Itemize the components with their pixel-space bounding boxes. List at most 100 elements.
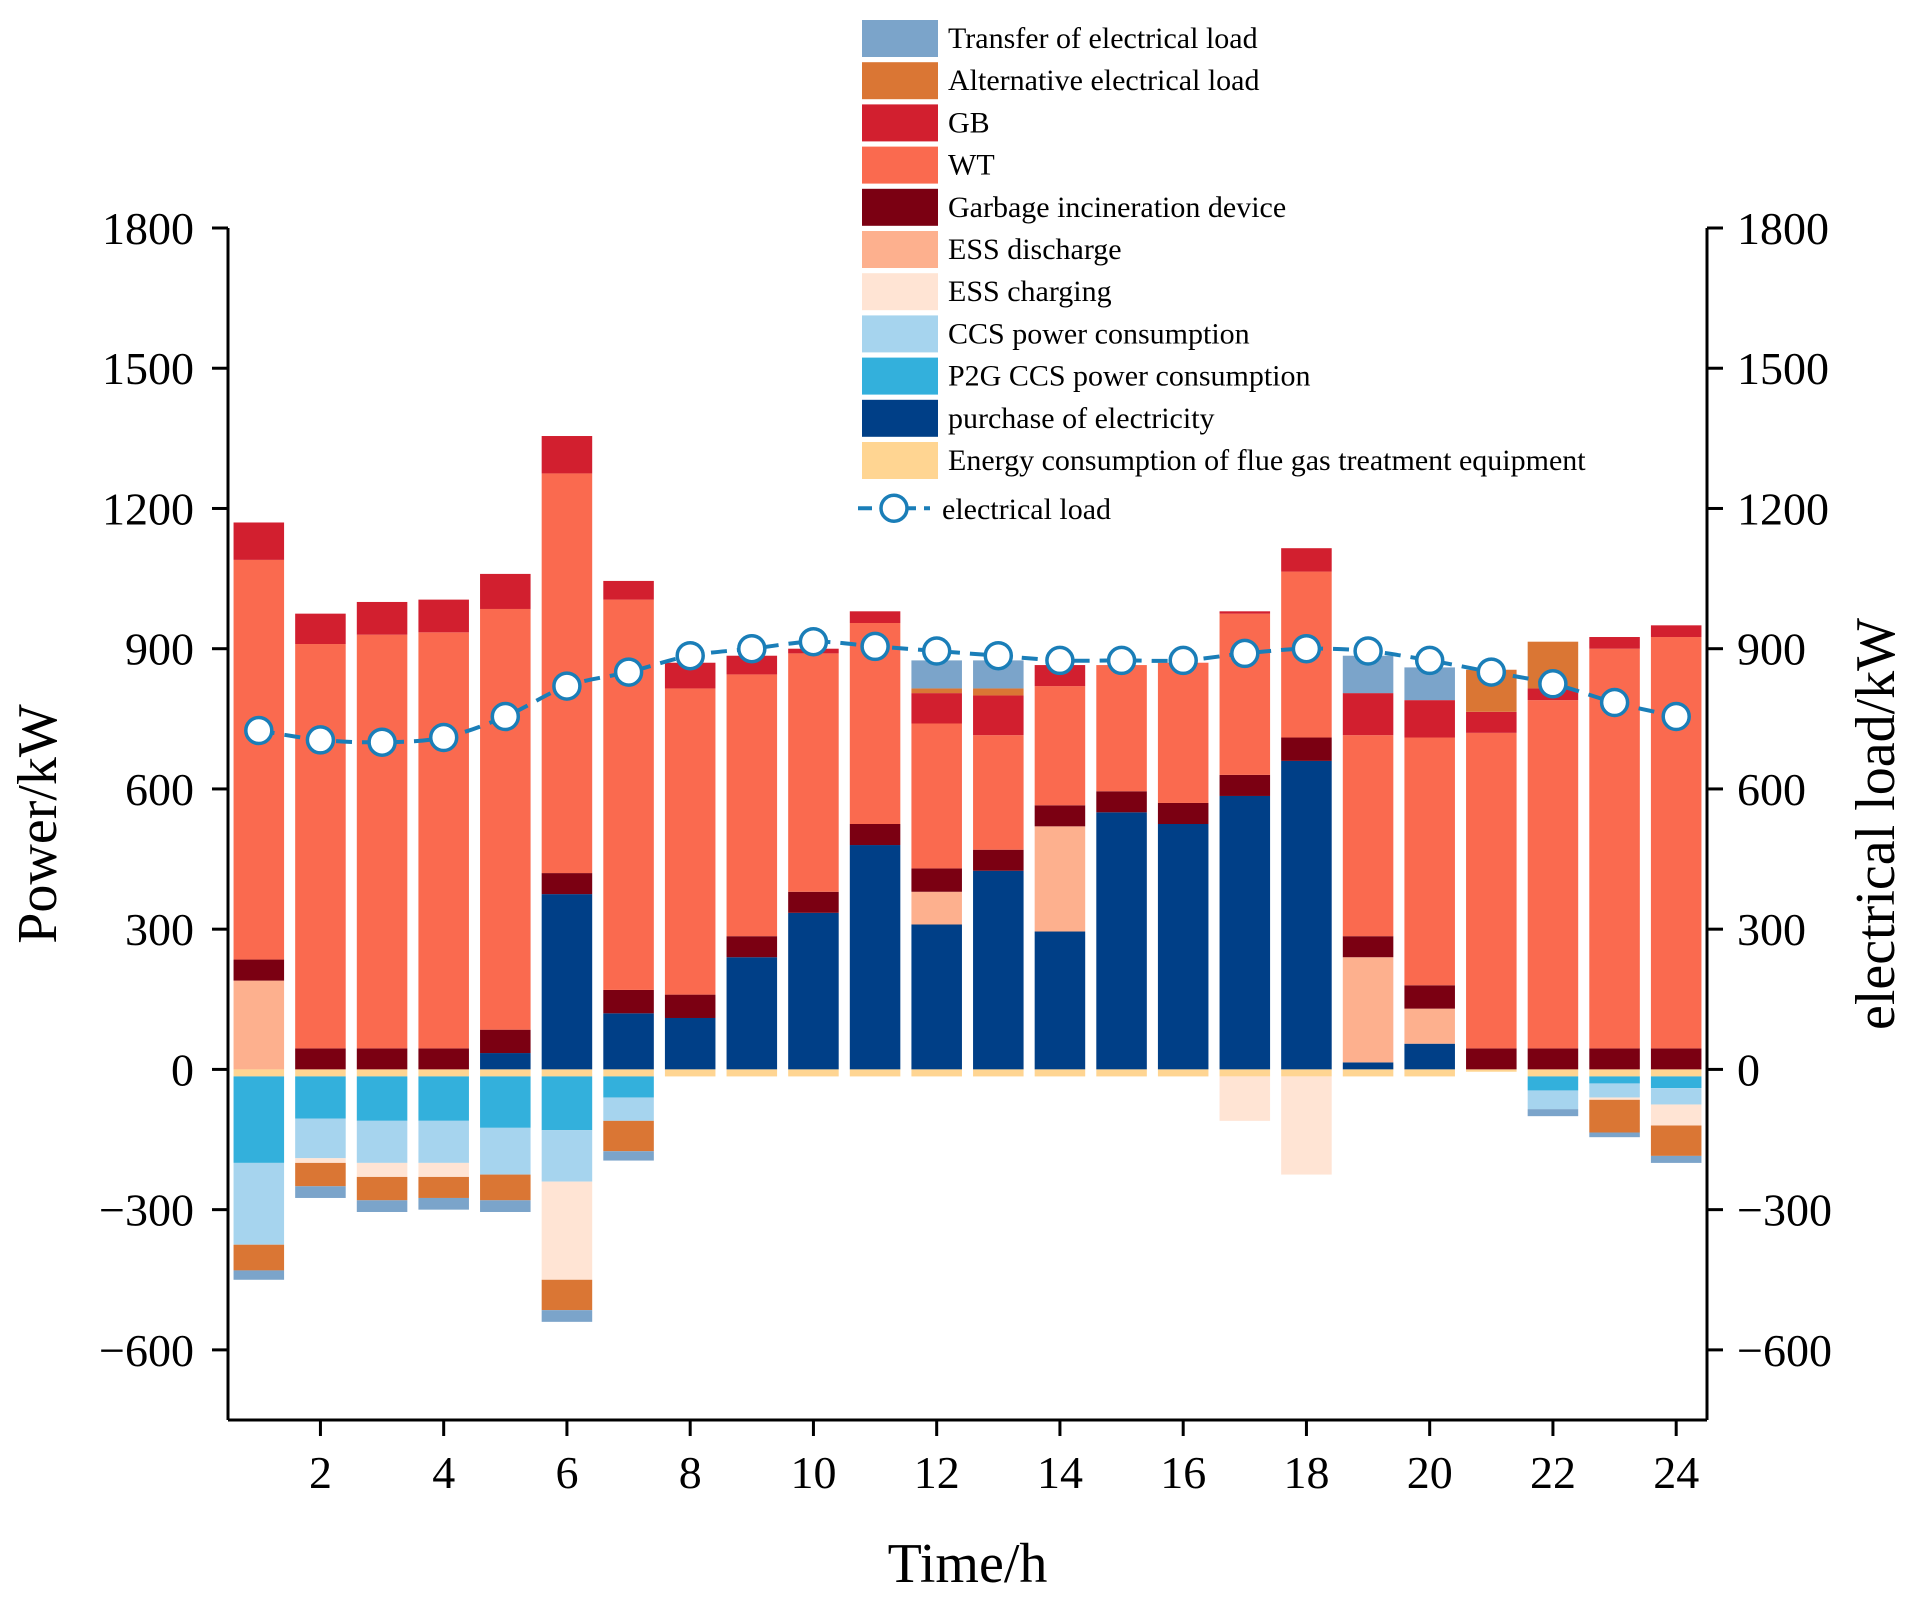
bar-garbage-h24 bbox=[1650, 1048, 1702, 1070]
bar-transfer_neg-h7 bbox=[603, 1151, 654, 1161]
bar-alt_neg-h6 bbox=[541, 1279, 593, 1311]
bar-flue-h14 bbox=[1034, 1069, 1086, 1077]
bar-garbage-h21 bbox=[1466, 1048, 1517, 1070]
y-tick-label: 1500 bbox=[102, 343, 194, 394]
load-point-h7 bbox=[613, 657, 644, 687]
y2-tick-label: 1200 bbox=[1737, 483, 1829, 534]
bar-flue-h4 bbox=[418, 1069, 469, 1077]
bar-gb-h6 bbox=[541, 436, 593, 474]
bar-alt_neg-h23 bbox=[1589, 1099, 1640, 1133]
bar-gb-h4 bbox=[418, 599, 469, 633]
bar-ess_ch-h23 bbox=[1589, 1097, 1640, 1100]
bar-wt-h13 bbox=[973, 735, 1024, 850]
bar-transfer_neg-h22 bbox=[1527, 1109, 1579, 1117]
y2-tick-label: 900 bbox=[1737, 624, 1806, 675]
load-point-h23 bbox=[1599, 687, 1630, 718]
bar-flue-h3 bbox=[356, 1069, 408, 1077]
bar-ess_ch-h24 bbox=[1650, 1104, 1702, 1126]
bar-ess_ch-h3 bbox=[356, 1162, 408, 1177]
bar-garbage-h13 bbox=[973, 849, 1024, 871]
bar-gb-h20 bbox=[1404, 700, 1455, 738]
bar-wt-h4 bbox=[418, 632, 469, 1049]
bar-transfer_neg-h5 bbox=[480, 1200, 531, 1212]
bar-flue-h20 bbox=[1404, 1069, 1455, 1077]
load-point-h9 bbox=[737, 633, 767, 664]
bar-flue-h2 bbox=[295, 1069, 346, 1077]
x-tick-label: 6 bbox=[555, 1447, 578, 1498]
bar-gb-h9 bbox=[726, 655, 778, 675]
bar-alt_neg-h4 bbox=[418, 1176, 469, 1198]
bar-p2g-h2 bbox=[295, 1076, 346, 1119]
bar-garbage-h23 bbox=[1589, 1048, 1640, 1070]
bar-ccs-h5 bbox=[480, 1127, 531, 1175]
y-tick-label: 300 bbox=[125, 904, 194, 955]
legend-swatch bbox=[862, 315, 938, 353]
bar-ccs-h2 bbox=[295, 1118, 346, 1159]
legend-label: Energy consumption of flue gas treatment… bbox=[948, 444, 1586, 477]
bar-flue-h5 bbox=[480, 1069, 531, 1077]
bar-garbage-h1 bbox=[233, 959, 285, 981]
bar-p2g-h23 bbox=[1589, 1076, 1640, 1084]
load-point-h10 bbox=[798, 626, 829, 657]
bar-p2g-h4 bbox=[418, 1076, 469, 1121]
bar-garbage-h18 bbox=[1281, 737, 1332, 761]
x-tick-label: 10 bbox=[790, 1447, 836, 1498]
bar-gb-h17 bbox=[1219, 611, 1271, 614]
load-point-h14 bbox=[1045, 645, 1075, 676]
legend-label: P2G CCS power consumption bbox=[948, 360, 1311, 393]
bar-flue-h23 bbox=[1589, 1069, 1640, 1077]
bar-garbage-h12 bbox=[911, 868, 962, 892]
plot-area: −600 −300 0 300 600 900 1200 1500 1800 −600 −300 0 3… bbox=[99, 203, 1832, 1498]
load-point-h2 bbox=[305, 725, 336, 755]
bar-purchase-h15 bbox=[1096, 812, 1147, 1070]
y-tick-label: 1200 bbox=[102, 483, 194, 534]
x-tick-label: 14 bbox=[1037, 1447, 1083, 1498]
bar-wt-h8 bbox=[664, 688, 716, 995]
bar-p2g-h5 bbox=[480, 1076, 531, 1128]
bar-garbage-h9 bbox=[726, 936, 778, 958]
legend-label: Garbage incineration device bbox=[948, 191, 1286, 224]
x-tick-label: 2 bbox=[309, 1447, 332, 1498]
bar-purchase-h17 bbox=[1219, 795, 1271, 1070]
x-axis-title: Time/h bbox=[888, 1533, 1048, 1595]
bar-garbage-h20 bbox=[1404, 985, 1455, 1009]
bar-purchase-h13 bbox=[973, 870, 1024, 1070]
bar-transfer_neg-h3 bbox=[356, 1200, 408, 1212]
bar-ess_ch-h6 bbox=[541, 1181, 593, 1280]
bar-flue-h9 bbox=[726, 1069, 778, 1077]
load-point-h4 bbox=[428, 722, 459, 753]
x-tick-label: 16 bbox=[1160, 1447, 1206, 1498]
x-tick-label: 12 bbox=[914, 1447, 960, 1498]
bar-transfer_neg-h4 bbox=[418, 1197, 469, 1210]
bar-ccs-h6 bbox=[541, 1130, 593, 1182]
bar-ess_dis-h12 bbox=[911, 891, 962, 925]
bar-purchase-h10 bbox=[788, 912, 839, 1070]
bar-ess_dis-h20 bbox=[1404, 1008, 1455, 1044]
legend-line-marker bbox=[879, 493, 909, 523]
bar-gb-h14 bbox=[1034, 665, 1086, 687]
bar-flue-h7 bbox=[603, 1069, 654, 1077]
bar-flue-h11 bbox=[849, 1069, 901, 1077]
load-point-h19 bbox=[1353, 636, 1383, 666]
legend-label: CCS power consumption bbox=[948, 317, 1250, 350]
load-point-h22 bbox=[1538, 669, 1568, 699]
bar-purchase-h11 bbox=[849, 845, 901, 1070]
bar-garbage-h7 bbox=[603, 989, 654, 1014]
bar-gb-h5 bbox=[480, 573, 531, 609]
legend-swatch bbox=[862, 442, 938, 479]
bar-purchase-h6 bbox=[541, 894, 593, 1070]
legend-swatch bbox=[862, 104, 938, 142]
x-tick-label: 24 bbox=[1653, 1447, 1699, 1498]
load-point-h11 bbox=[860, 631, 890, 662]
bar-wt-h10 bbox=[788, 653, 839, 892]
y2-tick-label: 300 bbox=[1737, 904, 1806, 955]
bar-p2g-h6 bbox=[541, 1076, 593, 1131]
bar-garbage-h6 bbox=[541, 873, 593, 895]
y-axis-title: Power/kW bbox=[7, 704, 69, 944]
legend-label: Alternative electrical load bbox=[948, 64, 1260, 97]
bar-ess_dis-h14 bbox=[1034, 826, 1086, 932]
bar-flue-h1 bbox=[233, 1069, 285, 1077]
bar-garbage-h5 bbox=[480, 1029, 531, 1054]
bar-gb-h7 bbox=[603, 580, 654, 600]
bar-ess_ch-h2 bbox=[295, 1158, 346, 1163]
